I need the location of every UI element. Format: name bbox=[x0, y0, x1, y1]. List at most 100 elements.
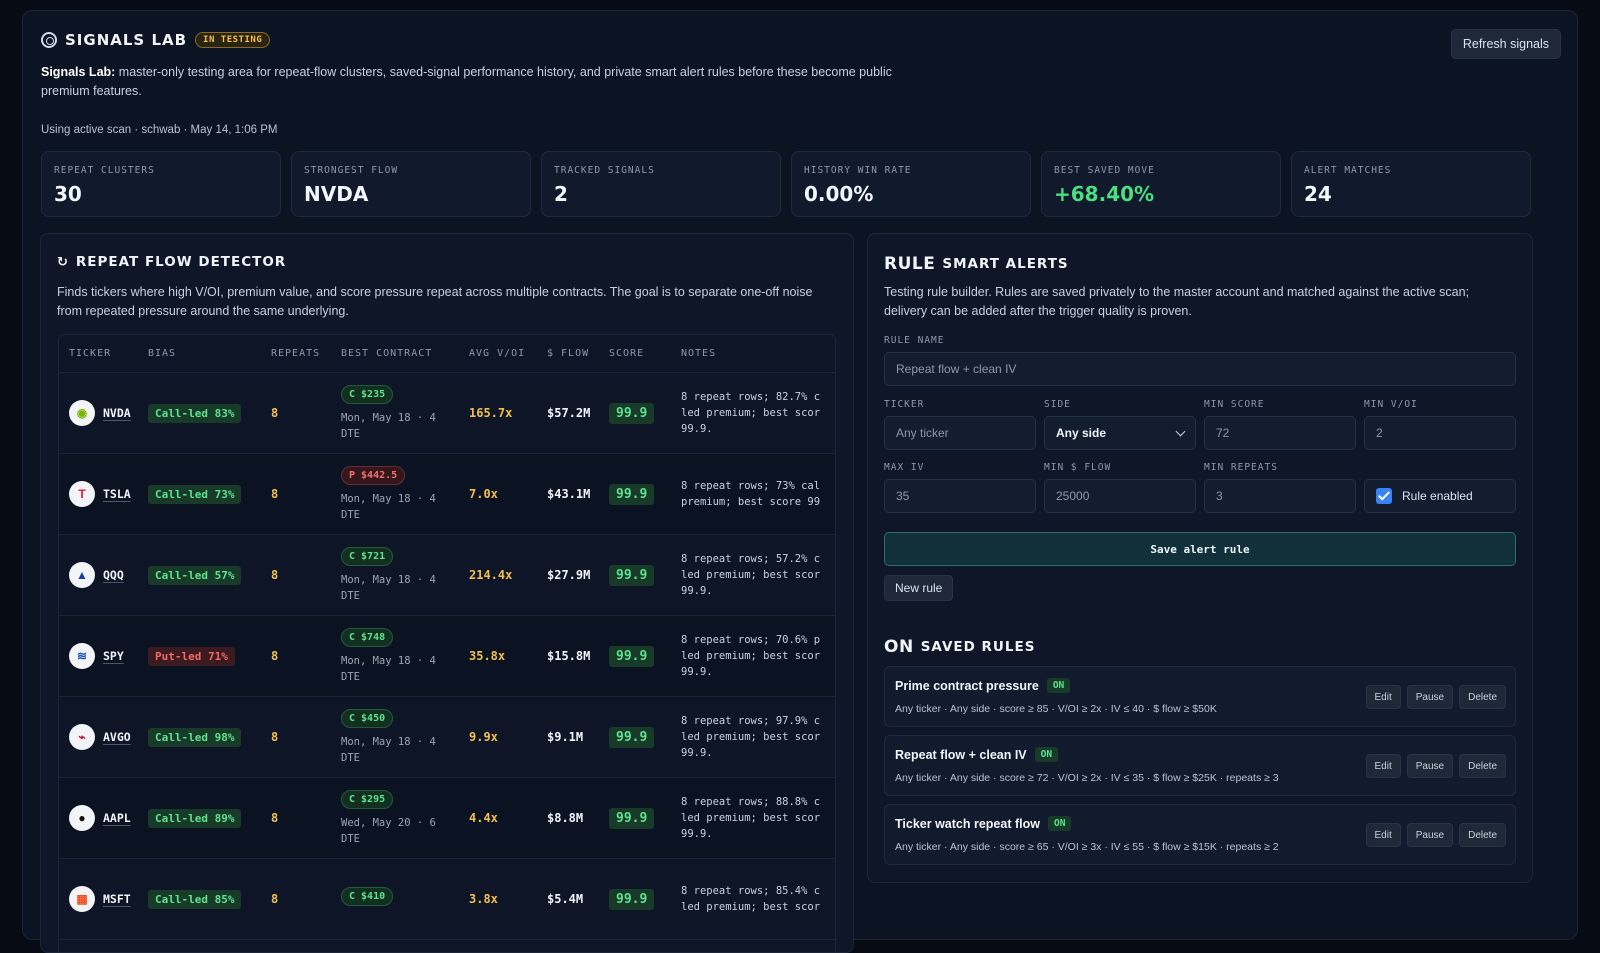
score-cell: 99.9 bbox=[609, 483, 681, 505]
avg-voi-cell: 4.4x bbox=[469, 809, 547, 827]
delete-rule-button[interactable]: Delete bbox=[1459, 823, 1506, 847]
col-score[interactable]: SCORE bbox=[609, 348, 645, 359]
smart-alerts-title: RULE SMART ALERTS bbox=[884, 254, 1069, 274]
col-ticker[interactable]: TICKER bbox=[69, 348, 112, 359]
min-repeats-input[interactable]: 3 bbox=[1204, 479, 1356, 513]
bias-badge: Call-led 89% bbox=[148, 808, 242, 828]
min-voi-input[interactable]: 2 bbox=[1364, 416, 1516, 450]
smart-alerts-title-lead: RULE bbox=[884, 254, 936, 274]
edit-rule-button[interactable]: Edit bbox=[1365, 685, 1401, 709]
score-cell: 99.9 bbox=[609, 807, 681, 829]
contract-badge[interactable]: C $721 bbox=[341, 547, 394, 566]
flow-cell: $15.8M bbox=[547, 647, 609, 665]
stat-value: 0.00% bbox=[804, 182, 874, 206]
contract-badge[interactable]: C $235 bbox=[341, 385, 394, 404]
notes-cell: 8 repeat rows; 70.6% p led premium; best… bbox=[681, 632, 835, 680]
col-best-contract[interactable]: BEST CONTRACT bbox=[341, 348, 433, 359]
table-header: TICKER BIAS REPEATS BEST CONTRACT AVG V/… bbox=[59, 335, 835, 373]
ticker-link[interactable]: QQQ bbox=[103, 568, 124, 582]
repeats-cell: 8 bbox=[271, 890, 341, 908]
new-rule-button[interactable]: New rule bbox=[884, 575, 954, 601]
saved-rule-item: Prime contract pressure ON Any ticker · … bbox=[884, 666, 1516, 727]
ticker-link[interactable]: MSFT bbox=[103, 892, 131, 906]
saved-rule-criteria: Any ticker · Any side · score ≥ 65 · V/O… bbox=[895, 841, 1279, 853]
repeats-value: 8 bbox=[271, 487, 279, 501]
col-bias[interactable]: BIAS bbox=[148, 348, 177, 359]
min-flow-input[interactable]: 25000 bbox=[1044, 479, 1196, 513]
table-row[interactable]: ◉ NVDA Call-led 83% 8 C $235 Mon, May 18… bbox=[59, 373, 835, 454]
flow-cell: $57.2M bbox=[547, 404, 609, 422]
stat-label: TRACKED SIGNALS bbox=[554, 165, 655, 176]
edit-rule-button[interactable]: Edit bbox=[1365, 754, 1401, 778]
pause-rule-button[interactable]: Pause bbox=[1406, 823, 1454, 847]
side-select[interactable]: Any side bbox=[1044, 416, 1196, 450]
rule-enabled-label: Rule enabled bbox=[1402, 489, 1473, 503]
table-row[interactable]: ≋ SPY Put-led 71% 8 C $748 Mon, May 18 ·… bbox=[59, 616, 835, 697]
flow-value: $15.8M bbox=[547, 649, 591, 663]
rule-enabled-checkbox[interactable] bbox=[1376, 488, 1392, 504]
repeat-flow-table: TICKER BIAS REPEATS BEST CONTRACT AVG V/… bbox=[58, 334, 836, 952]
ticker-link[interactable]: NVDA bbox=[103, 406, 131, 420]
saved-rule-actions: Edit Pause Delete bbox=[1365, 823, 1506, 847]
side-select-value: Any side bbox=[1056, 426, 1107, 440]
table-row[interactable]: ▲ QQQ Call-led 57% 8 C $721 Mon, May 18 … bbox=[59, 535, 835, 616]
stat-label: BEST SAVED MOVE bbox=[1054, 165, 1155, 176]
contract-badge[interactable]: C $410 bbox=[341, 887, 394, 906]
score-badge: 99.9 bbox=[609, 807, 655, 829]
contract-expiry: Mon, May 18 · 4 DTE bbox=[341, 655, 436, 683]
col-avg-voi[interactable]: AVG V/OI bbox=[469, 348, 526, 359]
saved-rule-header: Repeat flow + clean IV ON bbox=[895, 747, 1059, 762]
repeats-value: 8 bbox=[271, 892, 279, 906]
avg-voi-value: 3.8x bbox=[469, 892, 498, 906]
contract-expiry: Mon, May 18 · 4 DTE bbox=[341, 574, 436, 602]
notes-text: 8 repeat rows; 97.9% c led premium; best… bbox=[681, 715, 821, 759]
ticker-input[interactable]: Any ticker bbox=[884, 416, 1036, 450]
bias-badge: Call-led 73% bbox=[148, 484, 242, 504]
stat-label: HISTORY WIN RATE bbox=[804, 165, 912, 176]
contract-badge[interactable]: C $450 bbox=[341, 709, 394, 728]
table-row[interactable]: ▦ MSFT Call-led 85% 8 C $410 3.8x $5.4M … bbox=[59, 859, 835, 940]
col-repeats[interactable]: REPEATS bbox=[271, 348, 321, 359]
score-badge: 99.9 bbox=[609, 402, 655, 424]
best-contract-cell: C $748 Mon, May 18 · 4 DTE bbox=[341, 627, 469, 685]
col-flow[interactable]: $ FLOW bbox=[547, 348, 590, 359]
avg-voi-cell: 165.7x bbox=[469, 404, 547, 422]
save-alert-rule-button[interactable]: Save alert rule bbox=[884, 532, 1516, 566]
flow-cell: $8.8M bbox=[547, 809, 609, 827]
contract-badge[interactable]: P $442.5 bbox=[341, 466, 406, 485]
contract-expiry: Mon, May 18 · 4 DTE bbox=[341, 736, 436, 764]
repeats-cell: 8 bbox=[271, 566, 341, 584]
table-row[interactable]: ● AAPL Call-led 89% 8 C $295 Wed, May 20… bbox=[59, 778, 835, 859]
ticker-link[interactable]: AAPL bbox=[103, 811, 131, 825]
notes-text: 8 repeat rows; 73% cal premium; best sco… bbox=[681, 480, 821, 508]
detector-description: Finds tickers where high V/OI, premium v… bbox=[57, 285, 813, 318]
max-iv-input[interactable]: 35 bbox=[884, 479, 1036, 513]
ticker-link[interactable]: TSLA bbox=[103, 487, 131, 501]
ticker-link[interactable]: SPY bbox=[103, 649, 124, 663]
contract-badge[interactable]: C $295 bbox=[341, 790, 394, 809]
bias-cell: Call-led 73% bbox=[148, 484, 271, 504]
refresh-signals-button[interactable]: Refresh signals bbox=[1450, 29, 1561, 59]
rule-name-input[interactable]: Repeat flow + clean IV bbox=[884, 352, 1516, 386]
contract-badge[interactable]: C $748 bbox=[341, 628, 394, 647]
saved-rule-item: Ticker watch repeat flow ON Any ticker ·… bbox=[884, 804, 1516, 865]
delete-rule-button[interactable]: Delete bbox=[1459, 685, 1506, 709]
flow-cell: $27.9M bbox=[547, 566, 609, 584]
repeats-cell: 8 bbox=[271, 404, 341, 422]
delete-rule-button[interactable]: Delete bbox=[1459, 754, 1506, 778]
table-row[interactable]: T TSLA Call-led 73% 8 P $442.5 Mon, May … bbox=[59, 454, 835, 535]
repeats-value: 8 bbox=[271, 811, 279, 825]
pause-rule-button[interactable]: Pause bbox=[1406, 754, 1454, 778]
microsoft-logo-icon: ▦ bbox=[69, 886, 95, 912]
table-row[interactable]: ⌁ AVGO Call-led 98% 8 C $450 Mon, May 18… bbox=[59, 697, 835, 778]
rule-enabled-toggle[interactable]: Rule enabled bbox=[1364, 479, 1516, 513]
pause-rule-button[interactable]: Pause bbox=[1406, 685, 1454, 709]
ticker-link[interactable]: AVGO bbox=[103, 730, 131, 744]
flow-cell: $9.1M bbox=[547, 728, 609, 746]
bias-badge: Call-led 83% bbox=[148, 403, 242, 423]
edit-rule-button[interactable]: Edit bbox=[1365, 823, 1401, 847]
saved-rule-actions: Edit Pause Delete bbox=[1365, 685, 1506, 709]
min-score-label: MIN SCORE bbox=[1204, 399, 1265, 410]
intro-body: master-only testing area for repeat-flow… bbox=[41, 65, 892, 98]
min-score-input[interactable]: 72 bbox=[1204, 416, 1356, 450]
